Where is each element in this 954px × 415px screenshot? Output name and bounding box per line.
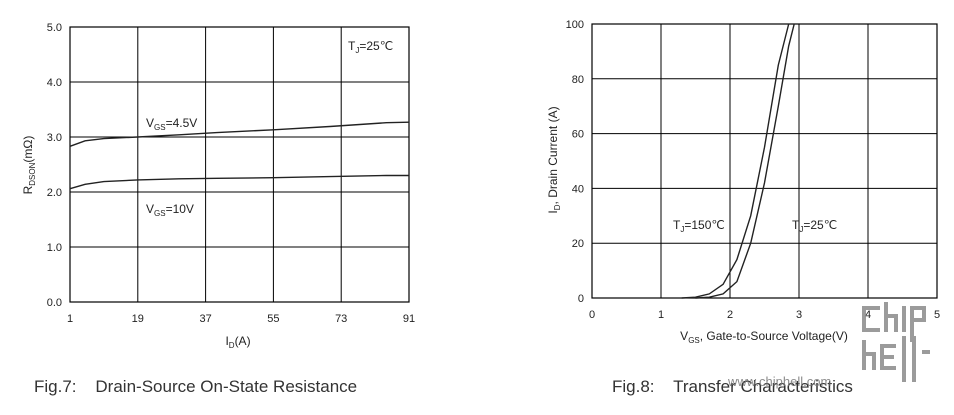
y-axis-label-sub: D bbox=[553, 204, 562, 210]
temperature-annotation-main: T bbox=[348, 39, 356, 53]
y-tick-label: 100 bbox=[566, 19, 584, 31]
x-axis-label-main: V bbox=[680, 329, 688, 343]
series-label-0-main: V bbox=[146, 116, 154, 130]
x-axis-label-main: I bbox=[225, 334, 228, 348]
y-tick-label: 20 bbox=[572, 238, 584, 250]
series-label-1-main: V bbox=[146, 202, 154, 216]
series-label-1-sub: GS bbox=[154, 209, 166, 218]
x-tick-label: 3 bbox=[796, 309, 802, 321]
y-tick-label: 3.0 bbox=[47, 132, 62, 144]
series-label-0: VGS=4.5V bbox=[146, 116, 197, 132]
y-axis-label-sub: DSON bbox=[28, 162, 37, 185]
plot-frame bbox=[591, 23, 938, 299]
x-tick-label: 0 bbox=[589, 309, 595, 321]
y-axis-label-rest: , Drain Current (A) bbox=[546, 106, 560, 204]
watermark: www.chiphell.com bbox=[727, 302, 930, 389]
series-label-0-main: T bbox=[673, 218, 681, 232]
y-axis-label: ID, Drain Current (A) bbox=[546, 106, 562, 213]
x-tick-label: 2 bbox=[727, 309, 733, 321]
y-tick-label: 1.0 bbox=[47, 242, 62, 254]
x-tick-label: 19 bbox=[132, 313, 144, 325]
x-tick-label: 55 bbox=[267, 313, 279, 325]
series-label-0-sub: J bbox=[680, 225, 684, 234]
fig7-caption: Fig.7: Drain-Source On-State Resistance bbox=[34, 377, 357, 396]
y-axis-label-main: R bbox=[21, 185, 35, 194]
series-line-0 bbox=[69, 121, 410, 147]
chiphell-logo bbox=[862, 302, 930, 382]
series-label-0-sub: GS bbox=[154, 123, 166, 132]
x-tick-label: 73 bbox=[335, 313, 347, 325]
series-line-1 bbox=[69, 174, 409, 190]
y-tick-label: 40 bbox=[572, 183, 584, 195]
x-axis-label-sub: GS bbox=[688, 336, 700, 345]
y-axis-label-main: I bbox=[546, 210, 560, 213]
x-tick-label: 1 bbox=[658, 309, 664, 321]
temperature-annotation-rest: =25℃ bbox=[359, 39, 393, 53]
x-axis-label: ID(A) bbox=[225, 334, 250, 350]
series-label-0: TJ=150℃ bbox=[673, 218, 725, 234]
x-axis-label-sub: D bbox=[229, 341, 235, 350]
y-tick-label: 2.0 bbox=[47, 187, 62, 199]
fig8-caption: Fig.8: Transfer Characteristics bbox=[612, 377, 853, 396]
x-axis-label-rest: , Gate-to-Source Voltage(V) bbox=[700, 329, 848, 343]
x-tick-label: 4 bbox=[865, 309, 871, 321]
x-tick-label: 37 bbox=[199, 313, 211, 325]
series-line-0 bbox=[681, 23, 790, 299]
x-axis-label: VGS, Gate-to-Source Voltage(V) bbox=[680, 329, 848, 345]
x-axis-label-rest: (A) bbox=[235, 334, 251, 348]
series-label-1: TJ=25℃ bbox=[792, 218, 837, 234]
series-label-1-rest: =25℃ bbox=[803, 218, 837, 232]
temperature-annotation: TJ=25℃ bbox=[348, 39, 393, 55]
y-tick-label: 5.0 bbox=[47, 22, 62, 34]
series-label-0-rest: =4.5V bbox=[166, 116, 198, 130]
series-label-1-main: T bbox=[792, 218, 800, 232]
y-axis-label-rest: (mΩ) bbox=[21, 136, 35, 163]
series-label-1-sub: J bbox=[799, 225, 803, 234]
x-tick-label: 5 bbox=[934, 309, 940, 321]
x-tick-label: 91 bbox=[403, 313, 415, 325]
y-tick-label: 0 bbox=[578, 293, 584, 305]
series-line-1 bbox=[695, 23, 795, 299]
y-tick-label: 4.0 bbox=[47, 77, 62, 89]
plot-frame bbox=[69, 26, 410, 303]
temperature-annotation-sub: J bbox=[355, 46, 359, 55]
y-tick-label: 60 bbox=[572, 129, 584, 141]
x-tick-label: 1 bbox=[67, 313, 73, 325]
y-tick-label: 80 bbox=[572, 74, 584, 86]
series-label-1: VGS=10V bbox=[146, 202, 194, 218]
series-label-0-rest: =150℃ bbox=[684, 218, 725, 232]
watermark-url: www.chiphell.com bbox=[727, 374, 831, 389]
series-label-1-rest: =10V bbox=[166, 202, 194, 216]
y-tick-label: 0.0 bbox=[47, 297, 62, 309]
y-axis-label: RDSON(mΩ) bbox=[21, 136, 37, 195]
rdson-chart: 1 19 37 55 73 910.01.02.03.04.05.0VGS=4.5VVGS… bbox=[21, 22, 415, 350]
